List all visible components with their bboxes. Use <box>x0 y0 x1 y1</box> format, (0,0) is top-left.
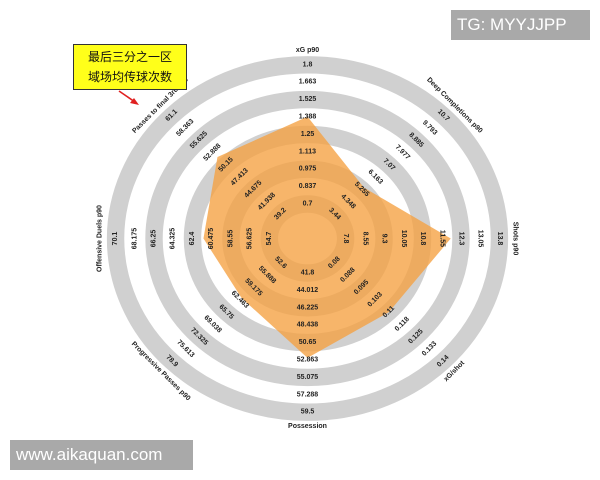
tick-label: 0.837 <box>299 183 317 190</box>
tick-label: 50.65 <box>299 339 317 346</box>
site-watermark: www.aikaquan.com <box>10 440 193 470</box>
tick-label: 52.863 <box>297 357 319 364</box>
tick-label: 0.133 <box>421 340 438 357</box>
telegram-watermark: TG: MYYJJPP <box>451 10 590 40</box>
axis-label: Shots p90 <box>512 222 519 256</box>
annotation-box: 最后三分之一区 域场均传球次数 <box>73 44 187 90</box>
tick-label: 8.55 <box>361 232 368 246</box>
tick-label: 66.25 <box>151 230 158 248</box>
tick-label: 1.8 <box>303 61 313 68</box>
tick-label: 1.25 <box>301 131 315 138</box>
grid-band <box>145 90 470 387</box>
tick-label: 70.1 <box>112 232 119 246</box>
tick-label: 0.7 <box>303 201 313 208</box>
tick-label: 12.3 <box>457 232 464 246</box>
tick-label: 10.8 <box>419 232 426 246</box>
arrow-icon <box>118 90 139 105</box>
tick-label: 44.012 <box>297 287 319 294</box>
tick-label: 9.793 <box>421 119 438 136</box>
tick-label: 48.438 <box>297 322 319 329</box>
tick-label: 54.7 <box>266 232 273 246</box>
tick-label: 1.663 <box>299 79 317 86</box>
tick-label: 7.8 <box>342 234 349 244</box>
grid-band <box>106 56 509 421</box>
tick-label: 56.625 <box>247 228 254 250</box>
tick-label: 10.05 <box>400 230 407 248</box>
tick-label: 7.977 <box>394 144 411 161</box>
axis-label: Possession <box>288 423 327 430</box>
tick-label: 58.55 <box>227 230 234 248</box>
tick-label: 57.288 <box>297 391 319 398</box>
tick-label: 64.325 <box>170 228 177 250</box>
tick-label: 46.225 <box>297 304 319 311</box>
tick-label: 9.3 <box>381 234 388 244</box>
tick-label: 0.118 <box>394 316 411 333</box>
data-polygon <box>203 116 451 358</box>
tick-label: 60.475 <box>208 228 215 250</box>
tick-label: 13.05 <box>477 230 484 248</box>
tick-label: 1.113 <box>299 148 316 155</box>
tick-label: 68.175 <box>131 228 138 250</box>
tick-label: 0.975 <box>299 166 317 173</box>
annotation-line: 最后三分之一区 <box>87 50 172 64</box>
tick-label: 11.55 <box>438 230 445 247</box>
tick-label: 59.5 <box>301 409 315 416</box>
tick-label: 55.075 <box>297 374 319 381</box>
tick-label: 62.4 <box>189 232 196 246</box>
tick-label: 1.388 <box>299 114 317 121</box>
tick-label: 1.525 <box>299 96 317 103</box>
tick-label: 6.163 <box>367 169 384 186</box>
tick-label: 13.8 <box>496 232 503 246</box>
axis-label: Offensive Duels p90 <box>96 205 103 272</box>
axis-label: xG p90 <box>296 47 319 54</box>
tick-label: 41.8 <box>301 270 315 277</box>
annotation-line: 域场均传球次数 <box>87 70 172 84</box>
